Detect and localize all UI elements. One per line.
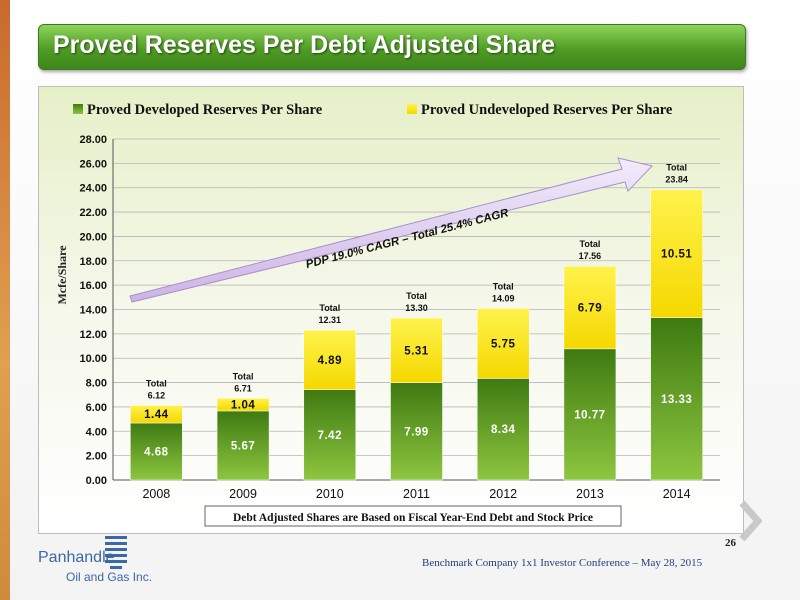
x-tick-label: 2013: [576, 487, 604, 501]
bars: 4.68 1.44 Total 6.12 5.67 1.04 Total 6.71 7.42 4.…: [130, 163, 703, 481]
y-tick-label: 10.00: [79, 353, 107, 365]
total-value: 14.09: [492, 293, 515, 303]
x-tick-label: 2009: [229, 487, 257, 501]
data-label: 7.42: [318, 430, 342, 442]
cagr-arrow-shape: [129, 157, 653, 303]
total-caption: Total: [666, 163, 687, 173]
x-tick-label: 2008: [142, 487, 170, 501]
data-label: 5.75: [491, 338, 515, 350]
y-tick-label: 16.00: [79, 280, 107, 292]
bar-undeveloped: [216, 398, 270, 412]
y-tick-label: 0.00: [86, 475, 107, 487]
bar-undeveloped: [650, 189, 703, 318]
x-axis-note: Debt Adjusted Shares are Based on Fiscal…: [204, 505, 622, 527]
logo-text-panhandle: Panhandle: [38, 549, 115, 566]
x-tick-label: 2014: [663, 487, 691, 501]
bar-undeveloped: [476, 308, 530, 379]
y-tick-label: 8.00: [86, 378, 107, 390]
bar-undeveloped: [563, 265, 617, 350]
logo-text-oil-gas: Oil and Gas Inc.: [66, 570, 153, 584]
bar-developed: [476, 378, 530, 481]
data-label: 4.89: [318, 355, 342, 367]
bar-developed: [303, 389, 357, 481]
x-tick-label: 2012: [489, 487, 517, 501]
y-tick-label: 2.00: [86, 451, 107, 463]
total-value: 12.31: [319, 315, 342, 325]
total-value: 13.30: [405, 303, 428, 313]
bar-undeveloped: [130, 405, 183, 424]
total-caption: Total: [580, 239, 601, 249]
data-label: 13.33: [661, 394, 692, 406]
data-label: 6.79: [578, 302, 602, 314]
data-label: 1.04: [231, 400, 255, 412]
y-tick-label: 24.00: [79, 183, 107, 195]
total-caption: Total: [493, 281, 514, 291]
total-value: 17.56: [579, 251, 602, 261]
footer-text: Benchmark Company 1x1 Investor Conferenc…: [422, 557, 703, 569]
bar-undeveloped: [390, 317, 443, 383]
bar-developed: [563, 348, 617, 481]
total-value: 6.12: [148, 390, 166, 400]
data-label: 5.31: [404, 345, 428, 357]
y-tick-label: 6.00: [86, 402, 107, 414]
total-caption: Total: [233, 371, 254, 381]
y-tick-label: 20.00: [79, 231, 107, 243]
data-label: 7.99: [404, 426, 428, 438]
y-axis-label: Mcfe/Share: [55, 245, 69, 305]
x-axis-note-text: Debt Adjusted Shares are Based on Fiscal…: [233, 512, 593, 524]
y-tick-label: 14.00: [79, 305, 107, 317]
total-value: 6.71: [234, 383, 252, 393]
next-slide-chevron-icon[interactable]: [738, 499, 762, 543]
page-number: 26: [725, 537, 736, 549]
bar-developed: [130, 422, 183, 481]
bar-developed: [216, 410, 270, 481]
data-label: 10.51: [661, 249, 692, 261]
bar-developed: [390, 382, 443, 481]
data-label: 8.34: [491, 424, 515, 436]
x-tick-label: 2011: [403, 487, 430, 501]
legend-label: Proved Developed Reserves Per Share: [87, 102, 323, 118]
total-caption: Total: [146, 378, 167, 388]
total-caption: Total: [406, 291, 427, 301]
bar-developed: [650, 317, 703, 481]
data-label: 10.77: [574, 409, 605, 421]
y-tick-label: 4.00: [86, 426, 107, 438]
legend-swatch: [73, 104, 83, 114]
data-label: 1.44: [144, 409, 168, 421]
cagr-annotation: PDP 19.0% CAGR – Total 25.4% CAGR: [305, 207, 511, 271]
total-caption: Total: [319, 303, 340, 313]
y-tick-label: 26.00: [79, 158, 107, 170]
y-tick-label: 18.00: [79, 256, 107, 268]
slide-side-bar: [0, 0, 10, 600]
legend: Proved Developed Reserves Per Share Prove…: [73, 102, 673, 118]
slide-title: Proved Reserves Per Debt Adjusted Share: [53, 31, 556, 59]
bar-undeveloped: [303, 329, 357, 390]
y-tick-label: 22.00: [79, 207, 107, 219]
data-label: 4.68: [144, 447, 168, 459]
x-tick-label: 2010: [316, 487, 344, 501]
axes: 0.00 2.00 4.00 6.00 8.00 10.00 12.00 14.00 16.00…: [79, 134, 720, 501]
data-label: 5.67: [231, 440, 255, 452]
title-banner: Proved Reserves Per Debt Adjusted Share: [38, 24, 746, 70]
total-value: 23.84: [665, 175, 688, 185]
y-tick-label: 12.00: [79, 329, 107, 341]
company-logo-icon: [105, 536, 127, 569]
legend-label: Proved Undeveloped Reserves Per Share: [421, 102, 673, 118]
y-tick-label: 28.00: [79, 134, 107, 146]
legend-swatch: [407, 104, 417, 114]
